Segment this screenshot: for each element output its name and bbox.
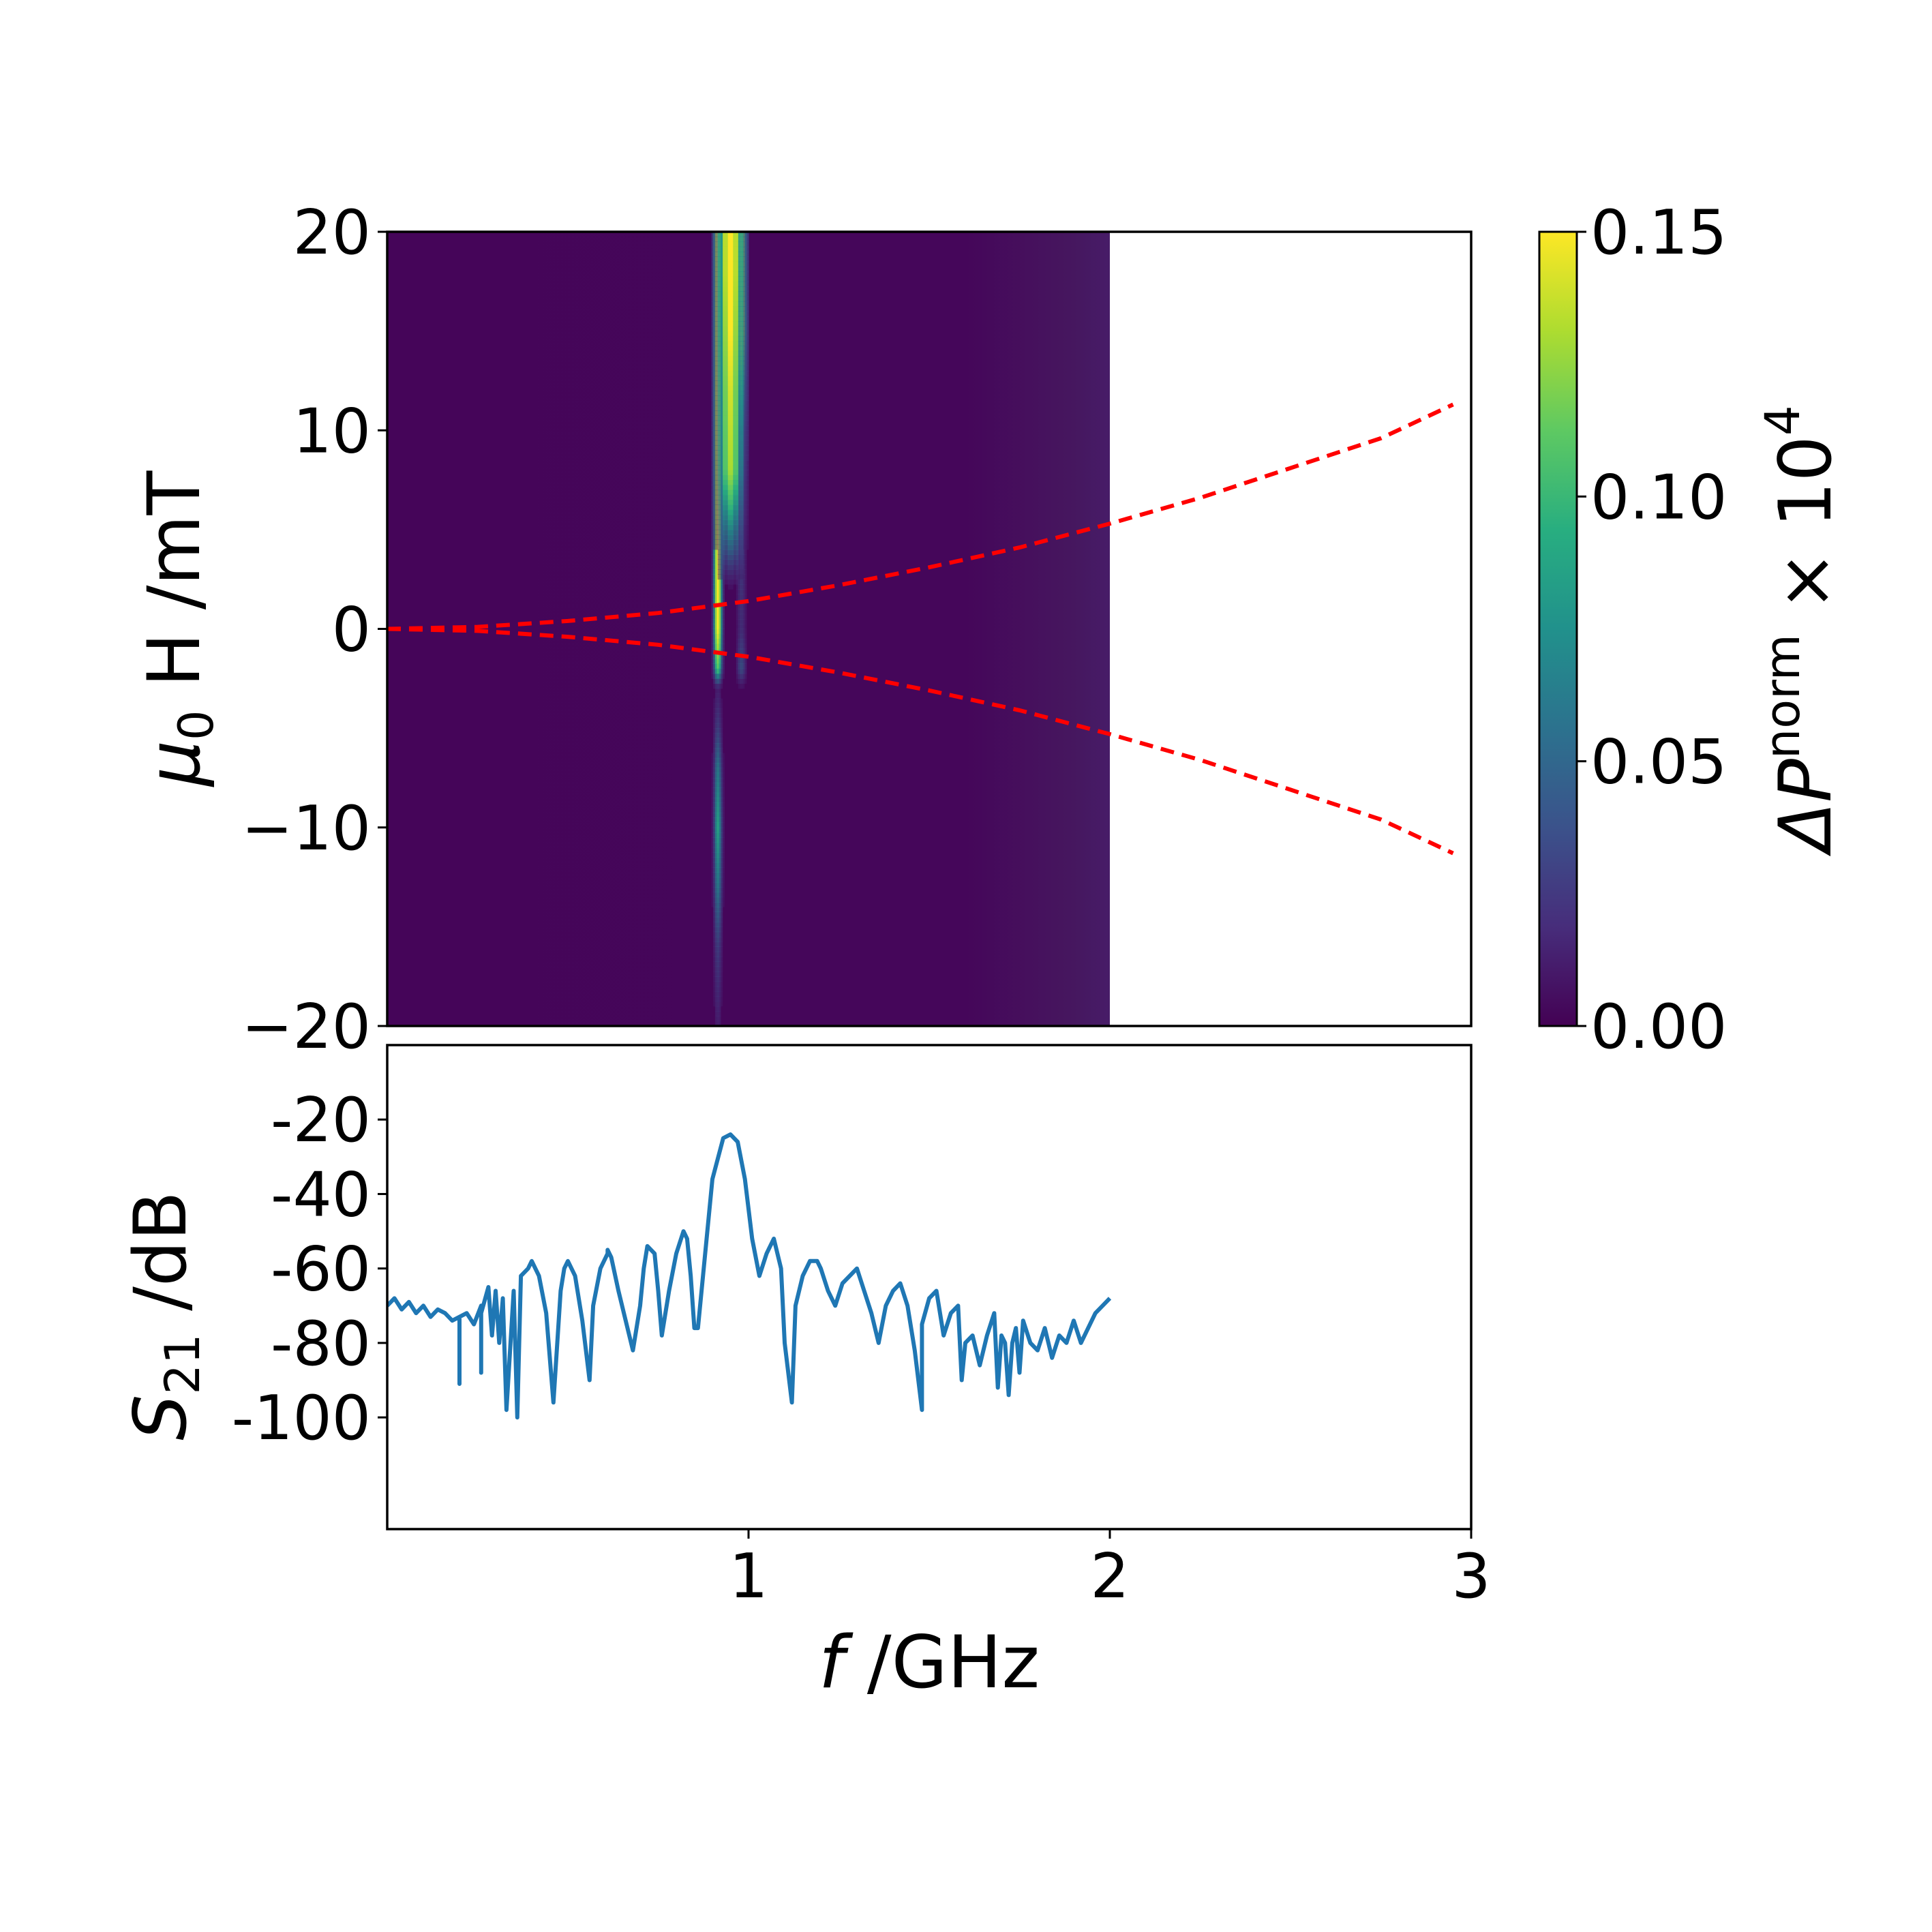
- x-tick-label: 1: [729, 1541, 768, 1612]
- s21-y-tick-label: -100: [232, 1383, 371, 1454]
- heatmap-y-axis-label: μ0 H /mT: [132, 470, 224, 787]
- s21-y-tick-label: -60: [271, 1234, 371, 1305]
- s21-y-tick-label: -40: [271, 1159, 371, 1231]
- x-axis-label: f /GHz: [819, 1620, 1040, 1704]
- x-tick-label: 3: [1451, 1541, 1490, 1612]
- overlay-curve-upper: [387, 402, 1454, 631]
- colorbar-tick-label: 0.05: [1590, 727, 1727, 798]
- overlay-curve-lower: [387, 627, 1454, 856]
- colorbar-gradient: [1538, 230, 1578, 1027]
- s21-series-line: [387, 1132, 1112, 1420]
- heatmap-y-tick-label: 20: [292, 197, 371, 269]
- s21-frame: [386, 1044, 1473, 1530]
- colorbar-label: ΔPnorm × 104: [1755, 405, 1847, 856]
- heatmap-y-tick-label: 10: [292, 395, 371, 467]
- heatmap-y-tick-label: −10: [241, 793, 371, 864]
- s21-panel: -20-40-60-80-100 1 2 3 S21 /dB f /GHz: [119, 1044, 1491, 1704]
- heatmap-y-ticks: 20 10 0 −10 −20: [241, 197, 387, 1063]
- s21-y-tick-label: -80: [271, 1308, 371, 1380]
- colorbar-tick-label: 0.00: [1590, 991, 1727, 1063]
- heatmap-y-tick-label: −20: [241, 991, 371, 1063]
- colorbar-ticks: 0.15 0.10 0.05 0.00: [1577, 197, 1727, 1063]
- x-tick-label: 2: [1090, 1541, 1129, 1612]
- colorbar-tick-label: 0.10: [1590, 462, 1727, 533]
- resonance-column-2: [712, 232, 749, 590]
- s21-y-ticks: -20-40-60-80-100: [232, 1085, 387, 1454]
- colorbar: 0.15 0.10 0.05 0.00 ΔPnorm × 104: [1538, 197, 1847, 1063]
- s21-x-ticks: 1 2 3: [729, 1529, 1491, 1612]
- overlay-curves: [387, 402, 1454, 856]
- s21-y-axis-label: S21 /dB: [119, 1191, 211, 1440]
- heatmap-panel: 20 10 0 −10 −20 μ0 H /mT: [132, 197, 1473, 1063]
- colorbar-tick-label: 0.15: [1590, 197, 1727, 269]
- s21-y-tick-label: -20: [271, 1085, 371, 1156]
- heatmap-y-tick-label: 0: [332, 594, 371, 666]
